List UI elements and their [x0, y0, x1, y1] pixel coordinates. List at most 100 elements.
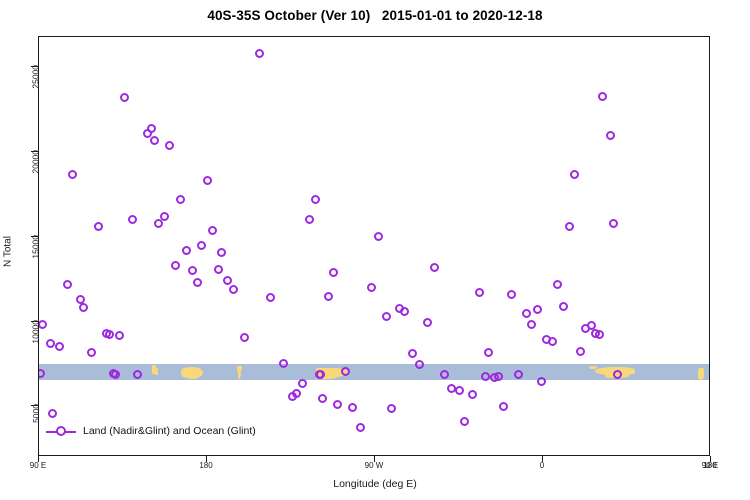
data-point: [239, 333, 249, 343]
data-point: [279, 359, 289, 369]
x-tick-label: 90 E: [701, 461, 719, 470]
data-point: [547, 337, 557, 347]
data-point: [265, 293, 275, 303]
data-point: [39, 368, 46, 378]
data-point: [292, 388, 302, 398]
data-point: [228, 284, 238, 294]
data-point: [196, 240, 206, 250]
data-point: [348, 402, 358, 412]
data-point: [254, 49, 264, 59]
data-point: [564, 222, 574, 232]
data-point: [609, 218, 619, 228]
x-tick-label: 180: [199, 461, 213, 470]
data-point: [422, 317, 432, 327]
land-region: [187, 373, 199, 380]
data-point: [598, 91, 608, 101]
latitude-band-strip: [39, 364, 709, 381]
data-point: [305, 215, 315, 225]
data-point: [62, 279, 72, 289]
chart-title: 40S-35S October (Ver 10) 2015-01-01 to 2…: [207, 8, 543, 23]
x-tick-mark: [206, 456, 207, 462]
data-point: [400, 306, 410, 316]
data-point: [527, 320, 537, 330]
data-point: [366, 283, 376, 293]
data-point: [333, 400, 343, 409]
data-point: [381, 311, 391, 321]
data-point: [55, 342, 65, 352]
y-tick-mark: [31, 405, 38, 407]
legend: Land (Nadir&Glint) and Ocean (Glint): [46, 425, 256, 437]
x-tick-label: 180: [703, 461, 717, 470]
data-point: [86, 347, 96, 357]
data-point: [323, 291, 333, 301]
land-region: [238, 371, 241, 380]
data-point: [75, 295, 85, 304]
data-point: [316, 369, 326, 379]
data-point: [45, 339, 55, 349]
data-point: [521, 308, 531, 318]
land-region: [316, 372, 338, 380]
data-point: [499, 401, 509, 411]
data-point: [193, 278, 203, 288]
x-tick-label: 0: [539, 461, 545, 470]
data-point: [318, 394, 328, 404]
data-point: [575, 346, 585, 356]
data-point: [514, 369, 524, 379]
data-point: [553, 279, 563, 289]
data-point: [594, 329, 604, 339]
data-point: [79, 303, 89, 313]
legend-circle-icon: [56, 425, 66, 436]
data-point: [127, 215, 137, 225]
x-tick-mark: [374, 456, 375, 462]
y-axis-title: N Total: [2, 236, 14, 267]
land-region: [155, 368, 158, 376]
data-point: [484, 347, 494, 357]
y-tick-mark: [31, 151, 38, 153]
data-point: [150, 135, 160, 145]
data-point: [202, 176, 212, 186]
data-point: [467, 389, 477, 399]
data-point: [39, 319, 48, 329]
legend-marker-icon: [46, 425, 76, 437]
data-point: [329, 267, 339, 277]
data-point: [454, 385, 464, 395]
data-point: [439, 369, 449, 379]
data-point: [133, 369, 143, 379]
data-point: [506, 289, 516, 299]
data-point: [430, 262, 440, 272]
data-point: [153, 218, 163, 228]
data-point: [460, 416, 470, 426]
data-point: [120, 93, 130, 103]
data-point: [559, 301, 569, 311]
data-point: [297, 378, 307, 388]
y-tick-mark: [31, 235, 38, 237]
data-point: [114, 331, 124, 341]
data-point: [68, 169, 78, 179]
data-point: [170, 261, 180, 271]
land-region: [700, 373, 704, 381]
data-point: [217, 247, 227, 257]
data-point: [480, 372, 490, 382]
x-tick-mark: [38, 456, 39, 462]
data-point: [105, 329, 115, 339]
land-region: [589, 366, 597, 370]
x-tick-label: 90 W: [364, 461, 384, 470]
data-point: [407, 349, 417, 359]
data-point: [47, 409, 57, 419]
x-tick-mark: [710, 456, 711, 462]
plot-area: [38, 36, 710, 456]
data-point: [181, 245, 191, 255]
y-tick-mark: [31, 66, 38, 68]
data-point: [340, 366, 350, 376]
x-axis-title: Longitude (deg E): [333, 478, 417, 490]
data-point: [187, 266, 197, 276]
data-point: [223, 276, 233, 286]
data-point: [208, 225, 218, 235]
legend-label: Land (Nadir&Glint) and Ocean (Glint): [83, 425, 256, 437]
data-point: [165, 140, 175, 150]
data-point: [605, 130, 615, 140]
data-point: [532, 305, 542, 315]
y-tick-mark: [31, 320, 38, 322]
data-point: [415, 360, 425, 370]
